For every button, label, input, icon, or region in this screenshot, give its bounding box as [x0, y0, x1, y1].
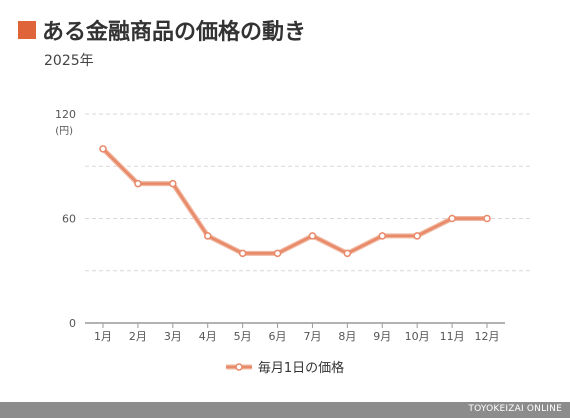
- series-line: [101, 147, 489, 255]
- x-tick-label: 5月: [234, 330, 252, 343]
- data-point: [483, 214, 491, 223]
- series-line-outline: [100, 146, 490, 256]
- data-point: [343, 249, 352, 258]
- line-chart: 0 60 120 (円) 1月 2月 3月 4月 5月 6月 7月 8月 9月 10月 11月 12月: [55, 108, 530, 343]
- legend-line-swatch-icon: [225, 362, 252, 371]
- chart-title: ある金融商品の価格の動き: [42, 20, 307, 45]
- footer-bar: TOYOKEIZAI ONLINE: [0, 402, 570, 418]
- data-point: [378, 232, 387, 240]
- x-tick-label: 1月: [94, 330, 112, 343]
- legend: 毎月1日の価格: [0, 357, 570, 376]
- y-tick-label: 0: [69, 317, 76, 330]
- x-tick-label: 11月: [440, 330, 465, 343]
- data-point: [203, 232, 212, 240]
- y-tick-label: 120: [55, 108, 76, 121]
- x-tick-label: 4月: [199, 330, 217, 343]
- x-tick-label: 8月: [338, 330, 356, 343]
- x-tick-label: 7月: [303, 330, 321, 343]
- legend-label: 毎月1日の価格: [257, 361, 345, 376]
- data-point: [238, 249, 247, 258]
- data-point: [448, 214, 456, 223]
- footer-credit: TOYOKEIZAI ONLINE: [468, 404, 562, 414]
- chart-subtitle: 2025年: [44, 53, 94, 69]
- data-point: [134, 179, 142, 188]
- x-tick-label: 6月: [269, 330, 287, 343]
- data-point: [308, 232, 317, 240]
- chart-title-block: ある金融商品の価格の動き: [18, 14, 306, 46]
- x-tick-label: 2月: [129, 330, 147, 343]
- data-point: [169, 179, 177, 188]
- y-unit-label: (円): [55, 126, 73, 137]
- data-point: [99, 145, 107, 153]
- data-point: [413, 232, 421, 240]
- x-tick-label: 3月: [164, 330, 182, 343]
- data-point: [273, 249, 282, 258]
- x-tick-label: 12月: [475, 330, 500, 343]
- y-tick-label: 60: [62, 213, 76, 226]
- x-tick-label: 10月: [405, 330, 430, 343]
- x-tick-label: 9月: [373, 330, 391, 343]
- title-accent-square: [18, 21, 36, 39]
